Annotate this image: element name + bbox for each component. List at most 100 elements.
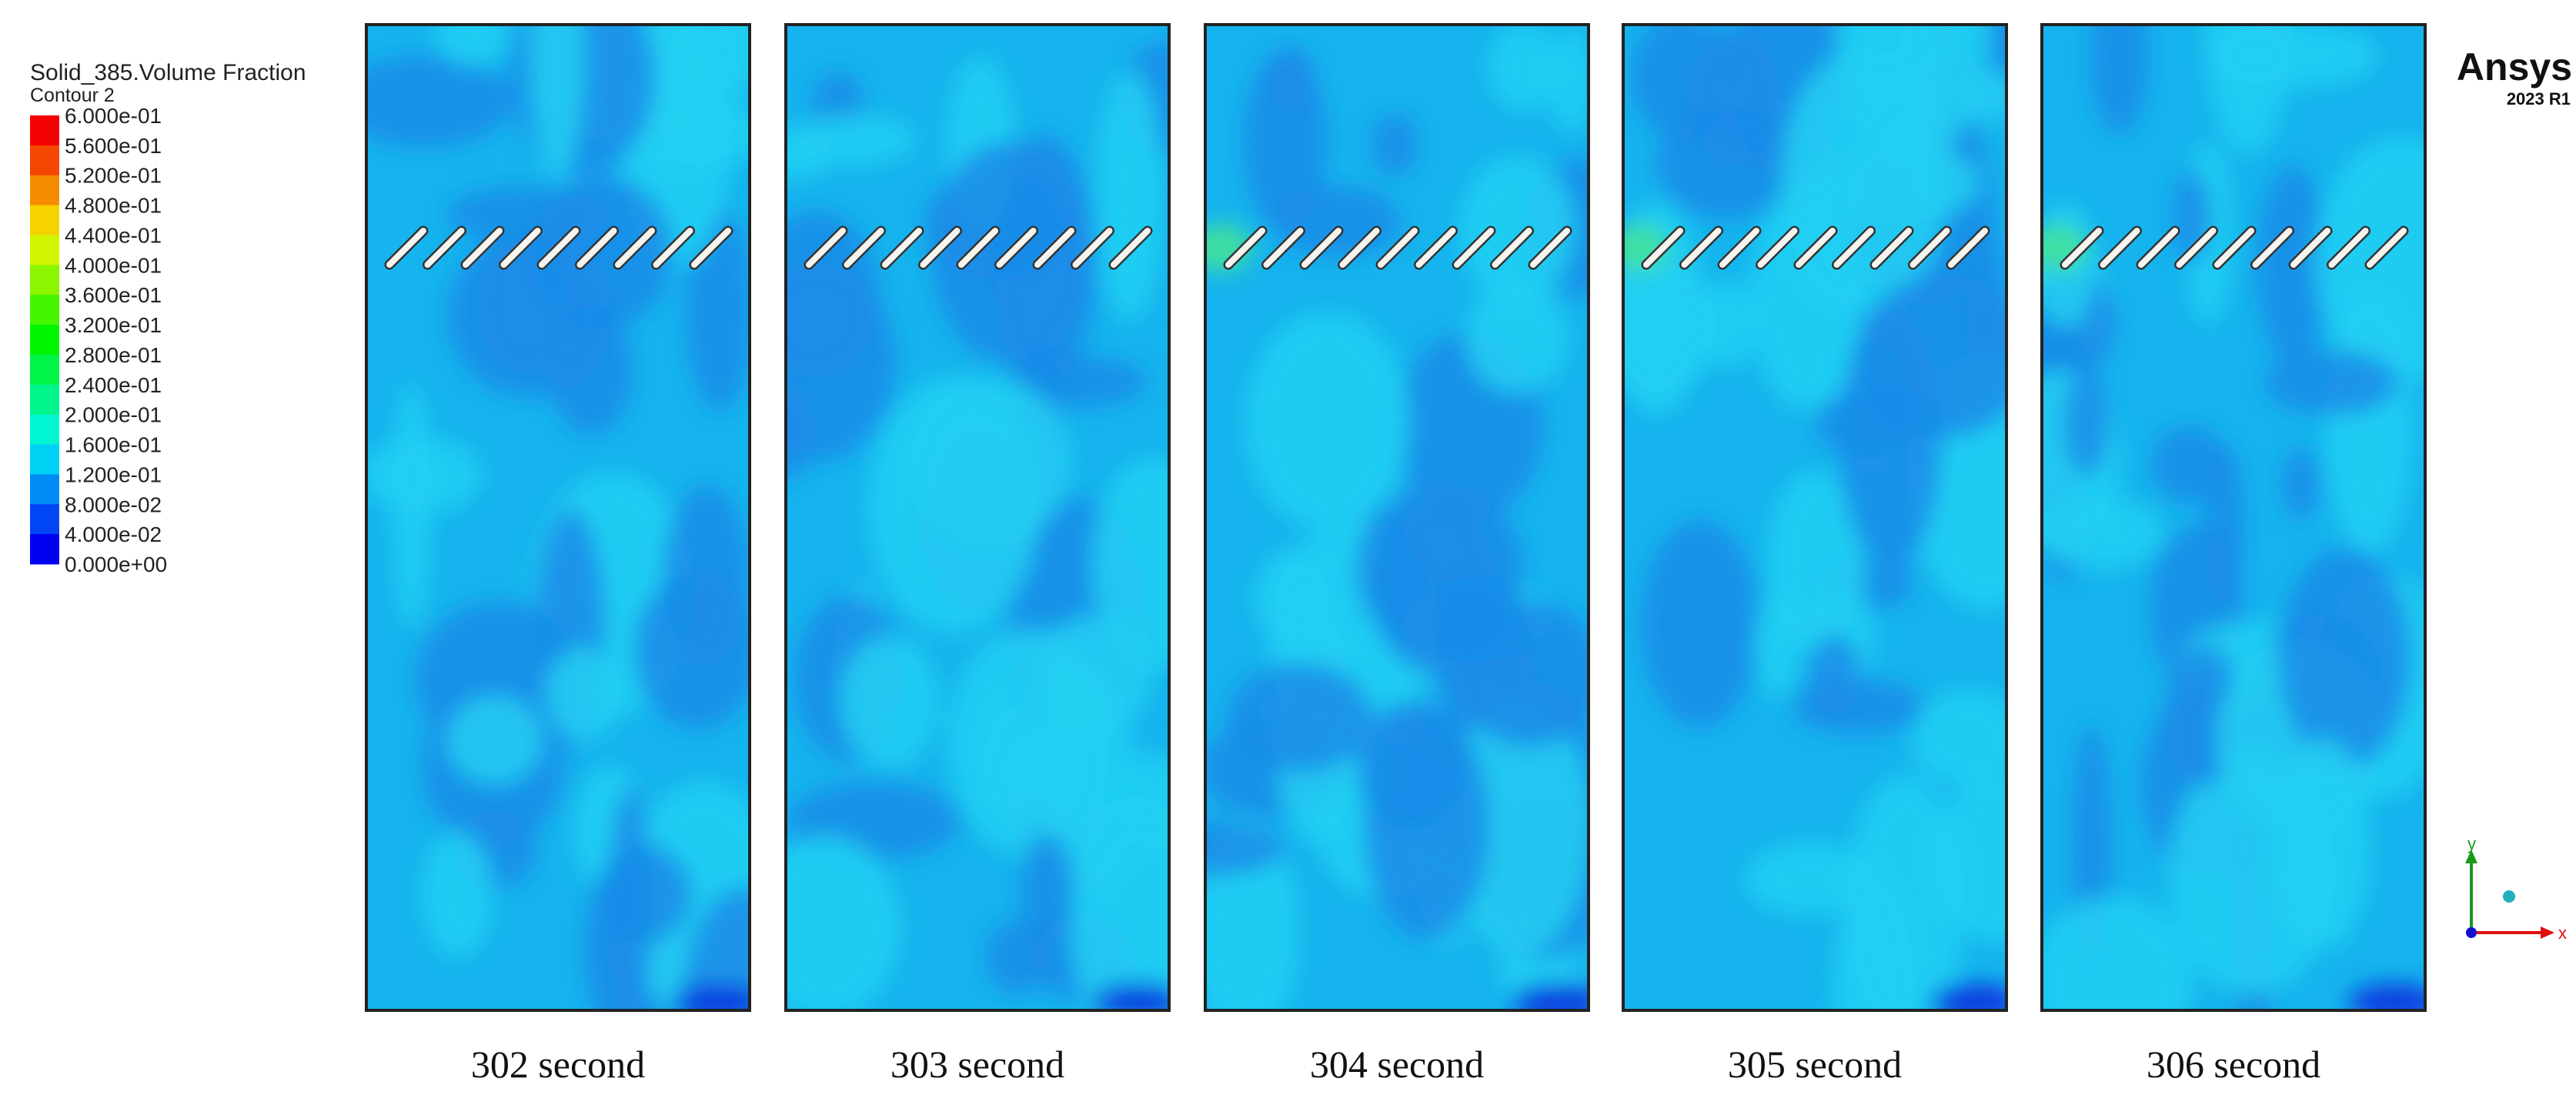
colorbar: 6.000e-01 5.600e-01 5.200e-01 4.800e-01 4.40… <box>30 104 167 576</box>
baffle <box>844 228 884 268</box>
baffle <box>2138 228 2178 268</box>
contour-blob <box>2064 369 2110 476</box>
baffle <box>386 228 426 268</box>
baffle <box>463 228 503 268</box>
contour-blob <box>673 983 750 1010</box>
contour-blob <box>1447 698 1589 954</box>
colorbar-label: 8.000e-02 <box>65 492 162 516</box>
baffle <box>806 228 846 268</box>
contour-blobs <box>1623 25 2006 1010</box>
contour-blob <box>2281 447 2320 520</box>
triad-origin <box>2466 927 2477 938</box>
baffle <box>958 228 998 268</box>
contour-blob <box>1118 751 1169 850</box>
panel-border <box>365 23 751 1012</box>
colorbar-label: 5.600e-01 <box>65 134 162 158</box>
contour-blob <box>638 25 750 89</box>
triad-x-arrow <box>2541 926 2554 939</box>
contour-panel: 305 second <box>1622 23 2008 1086</box>
baffle <box>500 228 541 268</box>
triad-y-label: y <box>2467 834 2476 853</box>
colorbar-band <box>30 115 59 146</box>
contour-blob <box>1245 312 1410 530</box>
baffle <box>996 228 1037 268</box>
colorbar-band <box>30 325 59 356</box>
colorbar-label: 5.200e-01 <box>65 164 162 188</box>
baffle <box>539 228 579 268</box>
triad-z <box>2503 890 2515 903</box>
colorbar-label: 1.200e-01 <box>65 462 162 486</box>
contour-blob <box>840 636 939 767</box>
contour-blob <box>446 695 543 784</box>
contour-blob <box>786 262 897 462</box>
contour-blob <box>422 830 493 958</box>
contour-blob <box>530 25 585 179</box>
baffle <box>882 228 922 268</box>
logo-version: 2023 R1 <box>2507 89 2571 108</box>
baffle <box>1111 228 1151 268</box>
contour-blob <box>1656 107 1799 220</box>
baffle <box>2100 228 2140 268</box>
contour-blob <box>1020 833 1075 946</box>
contour-blob <box>1933 773 2006 943</box>
colorbar-band <box>30 205 59 235</box>
contour-blob <box>2263 349 2399 416</box>
colorbar-band <box>30 295 59 325</box>
contour-blob <box>1092 983 1169 1010</box>
colorbar-label: 4.000e-02 <box>65 522 162 546</box>
colorbar-label: 3.600e-01 <box>65 283 162 307</box>
contour-panel: 302 second <box>365 23 751 1086</box>
baffle <box>1454 228 1494 268</box>
contour-blob <box>1205 820 1286 876</box>
contour-blob <box>366 54 514 149</box>
contour-blob <box>1833 883 1914 1010</box>
colorbar-label: 2.000e-01 <box>65 403 162 427</box>
logo-name: Ansys <box>2457 45 2572 88</box>
baffle <box>1833 228 1874 268</box>
contour-blob <box>680 887 750 1010</box>
contour-blob <box>1372 505 1499 675</box>
baffle <box>1034 228 1074 268</box>
contour-blobs <box>786 42 1169 1010</box>
colorbar-label: 2.400e-01 <box>65 373 162 397</box>
contour-blob <box>2279 547 2412 769</box>
panel-label: 305 second <box>1728 1043 1902 1086</box>
colorbar-band <box>30 145 59 176</box>
contour-blob <box>1458 156 1575 302</box>
contour-blob <box>984 706 1041 824</box>
contour-blob <box>790 115 916 165</box>
colorbar-band <box>30 504 59 535</box>
contour-blob <box>1856 275 2006 438</box>
baffle <box>1681 228 1722 268</box>
colorbar-label: 1.600e-01 <box>65 433 162 457</box>
colorbar-band <box>30 265 59 295</box>
baffle <box>2062 228 2102 268</box>
contour-panel: 306 second <box>2040 23 2427 1086</box>
baffle <box>1072 228 1113 268</box>
baffle <box>2252 228 2293 268</box>
colorbar-band <box>30 534 59 565</box>
panels: 302 second 303 second 304 second 305 second… <box>365 23 2427 1086</box>
contour-blob <box>1819 142 1981 223</box>
contour-blob <box>626 102 750 166</box>
baffle <box>1872 228 1912 268</box>
contour-blobs <box>1205 25 1589 1010</box>
colorbar-band <box>30 235 59 265</box>
colorbar-band <box>30 414 59 446</box>
contour-blob <box>1910 689 2006 787</box>
contour-blob <box>545 647 621 742</box>
colorbar-label: 4.800e-01 <box>65 194 162 218</box>
contour-blob <box>1640 519 1759 728</box>
contour-blob <box>2151 426 2228 504</box>
contour-blob <box>1371 113 1419 177</box>
panel-border <box>784 23 1171 1012</box>
contour-blob <box>2348 983 2425 1010</box>
contour-blob <box>435 25 509 67</box>
contour-blob <box>1465 282 1569 394</box>
contour-blob <box>1512 983 1589 1010</box>
baffle <box>1530 228 1570 268</box>
legend-subtitle: Contour 2 <box>30 85 115 106</box>
panel-border <box>1204 23 1590 1012</box>
